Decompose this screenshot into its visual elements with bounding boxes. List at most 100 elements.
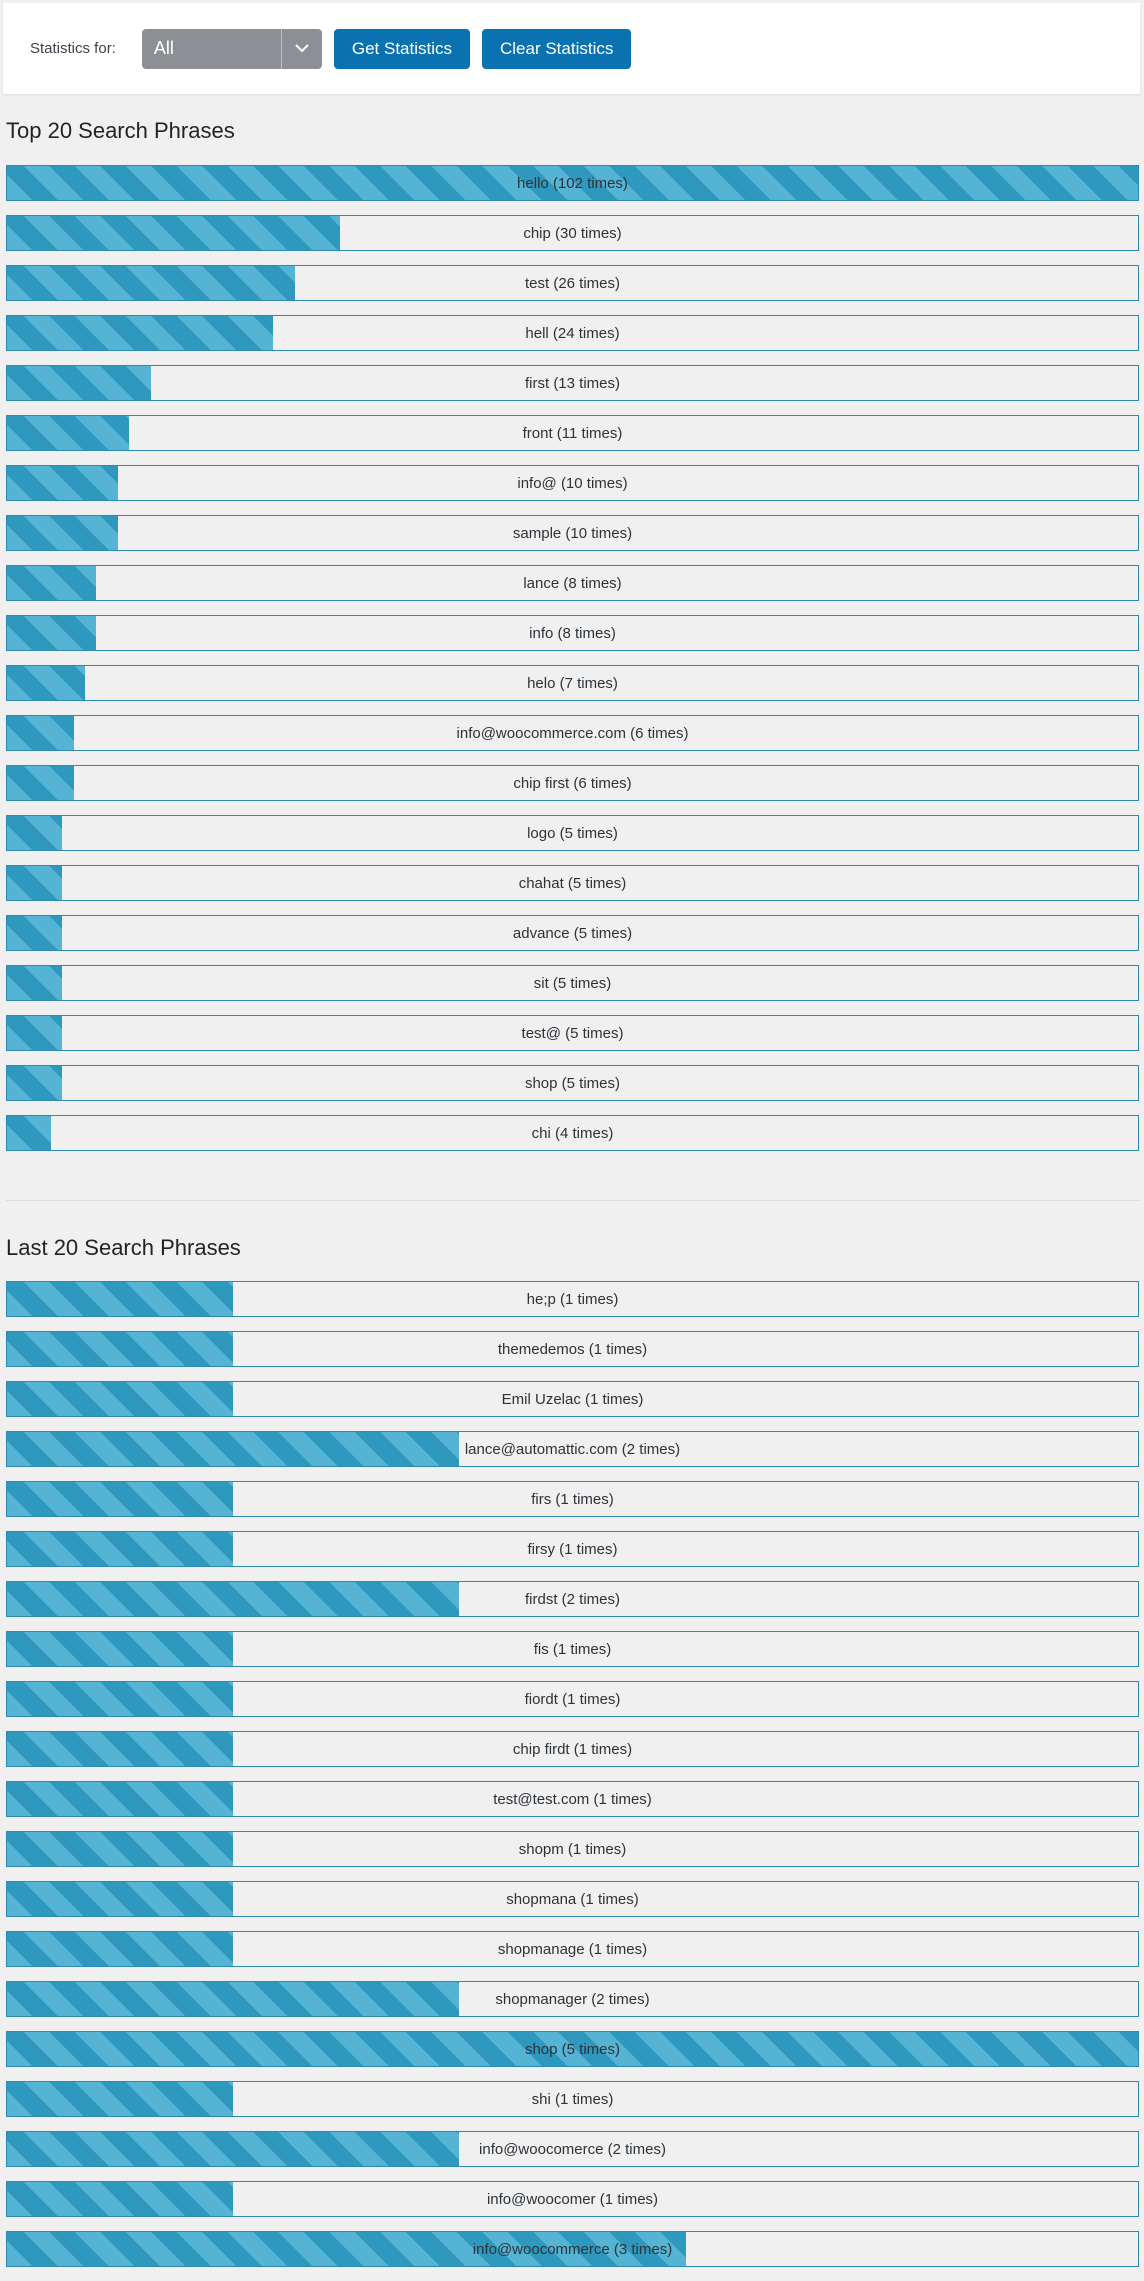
phrase-bar-fill — [7, 1066, 63, 1100]
phrase-bar: chi (4 times) — [6, 1115, 1139, 1151]
phrase-bar: shopmana (1 times) — [6, 1881, 1139, 1917]
phrase-bar-fill — [7, 216, 340, 250]
phrase-bar-label: chip firdt (1 times) — [512, 1740, 633, 1758]
phrase-bar-fill — [7, 1382, 234, 1416]
top-phrases-title: Top 20 Search Phrases — [6, 118, 235, 143]
phrase-bar-fill — [7, 1832, 234, 1866]
phrase-bar: lance (8 times) — [6, 565, 1139, 601]
phrase-bar-fill — [7, 2132, 460, 2166]
phrase-bar-label: logo (5 times) — [527, 824, 618, 842]
phrase-bar: shop (5 times) — [6, 1065, 1139, 1101]
phrase-bar: Emil Uzelac (1 times) — [6, 1381, 1139, 1417]
phrase-bar: sample (10 times) — [6, 515, 1139, 551]
last-phrases-title: Last 20 Search Phrases — [6, 1235, 241, 1260]
phrase-bar-label: shopm (1 times) — [518, 1840, 627, 1858]
phrase-bar-fill — [7, 516, 118, 550]
phrase-bar-fill — [7, 1882, 234, 1916]
phrase-bar: chip first (6 times) — [6, 765, 1139, 801]
phrase-bar-fill — [7, 766, 74, 800]
phrase-bar: shi (1 times) — [6, 2081, 1139, 2117]
phrase-bar-fill — [7, 1532, 234, 1566]
get-statistics-button[interactable]: Get Statistics — [333, 28, 470, 69]
phrase-bar: test@test.com (1 times) — [6, 1781, 1139, 1817]
phrase-bar: first (13 times) — [6, 365, 1139, 401]
phrase-bar-label: hello (102 times) — [517, 174, 628, 192]
phrase-bar-fill — [7, 966, 63, 1000]
phrase-bar-label: firsy (1 times) — [527, 1540, 618, 1558]
phrase-bar: lance@automattic.com (2 times) — [6, 1431, 1139, 1467]
phrase-bar: hell (24 times) — [6, 315, 1139, 351]
phrase-bar: front (11 times) — [6, 415, 1139, 451]
phrase-bar-fill — [7, 316, 274, 350]
phrase-bar-label: shopmanage (1 times) — [497, 1940, 648, 1958]
phrase-bar-label: lance (8 times) — [523, 574, 622, 592]
phrase-bar-label: first (13 times) — [524, 374, 620, 392]
phrase-bar-fill — [7, 1432, 460, 1466]
last-phrases-list: he;p (1 times) themedemos (1 times) Emil U… — [6, 1281, 1139, 2281]
phrase-bar: chip firdt (1 times) — [6, 1731, 1139, 1767]
phrase-bar: shop (5 times) — [6, 2031, 1139, 2067]
phrase-bar: test@ (5 times) — [6, 1015, 1139, 1051]
top-phrases-list: hello (102 times) chip (30 times) test (26… — [6, 165, 1139, 1165]
phrase-bar-fill — [7, 2082, 234, 2116]
phrase-bar-label: advance (5 times) — [512, 924, 633, 942]
phrase-bar: firs (1 times) — [6, 1481, 1139, 1517]
phrase-bar-label: test@ (5 times) — [521, 1024, 624, 1042]
phrase-bar-label: firdst (2 times) — [524, 1590, 620, 1608]
phrase-bar-fill — [7, 1632, 234, 1666]
phrase-bar-label: chi (4 times) — [531, 1124, 614, 1142]
phrase-bar-label: test (26 times) — [524, 274, 621, 292]
phrase-bar-label: chip first (6 times) — [513, 774, 632, 792]
phrase-bar-fill — [7, 616, 96, 650]
phrase-bar-label: hell (24 times) — [525, 324, 620, 342]
phrase-bar-fill — [7, 1482, 234, 1516]
phrase-bar-label: he;p (1 times) — [526, 1290, 619, 1308]
phrase-bar-label: sample (10 times) — [512, 524, 633, 542]
phrase-bar-fill — [7, 466, 118, 500]
select-value: All — [153, 38, 174, 58]
phrase-bar: fiordt (1 times) — [6, 1681, 1139, 1717]
phrase-bar: test (26 times) — [6, 265, 1139, 301]
phrase-bar-fill — [7, 1732, 234, 1766]
phrase-bar-label: fis (1 times) — [533, 1640, 612, 1658]
clear-statistics-button[interactable]: Clear Statistics — [482, 28, 632, 69]
phrase-bar: helo (7 times) — [6, 665, 1139, 701]
phrase-bar: info (8 times) — [6, 615, 1139, 651]
phrase-bar-fill — [7, 866, 63, 900]
phrase-bar-fill — [7, 416, 129, 450]
phrase-bar-fill — [7, 566, 96, 600]
phrase-bar-fill — [7, 816, 63, 850]
phrase-bar-fill — [7, 666, 85, 700]
phrase-bar-fill — [7, 2182, 234, 2216]
phrase-bar: themedemos (1 times) — [6, 1331, 1139, 1367]
phrase-bar-fill — [7, 1582, 460, 1616]
phrase-bar-label: fiordt (1 times) — [524, 1690, 621, 1708]
phrase-bar-label: info@woocommerce.com (6 times) — [456, 724, 689, 742]
statistics-select[interactable]: All — [141, 28, 322, 69]
phrase-bar: info@woocomerce (2 times) — [6, 2131, 1139, 2167]
statistics-for-label: Statistics for: — [30, 40, 116, 57]
phrase-bar-label: chahat (5 times) — [518, 874, 627, 892]
phrase-bar-fill — [7, 266, 296, 300]
phrase-bar-fill — [7, 2232, 686, 2266]
phrase-bar-fill — [7, 1982, 460, 2016]
section-divider — [6, 1200, 1139, 1201]
phrase-bar-label: sit (5 times) — [533, 974, 612, 992]
phrase-bar-label: helo (7 times) — [527, 674, 618, 692]
phrase-bar-label: front (11 times) — [522, 424, 623, 442]
phrase-bar: chip (30 times) — [6, 215, 1139, 251]
phrase-bar-label: shop (5 times) — [524, 1074, 621, 1092]
phrase-bar-label: shopmana (1 times) — [506, 1890, 639, 1908]
phrase-bar: sit (5 times) — [6, 965, 1139, 1001]
phrase-bar-label: shopmanager (2 times) — [495, 1990, 650, 2008]
chevron-down-icon — [280, 28, 322, 69]
phrase-bar-label: test@test.com (1 times) — [493, 1790, 652, 1808]
phrase-bar-fill — [7, 1282, 234, 1316]
phrase-bar: fis (1 times) — [6, 1631, 1139, 1667]
phrase-bar-label: shi (1 times) — [531, 2090, 614, 2108]
phrase-bar: info@ (10 times) — [6, 465, 1139, 501]
phrase-bar-label: info@ (10 times) — [517, 474, 628, 492]
phrase-bar-label: chip (30 times) — [523, 224, 622, 242]
phrase-bar-fill — [7, 1332, 234, 1366]
phrase-bar: info@woocommerce.com (6 times) — [6, 715, 1139, 751]
